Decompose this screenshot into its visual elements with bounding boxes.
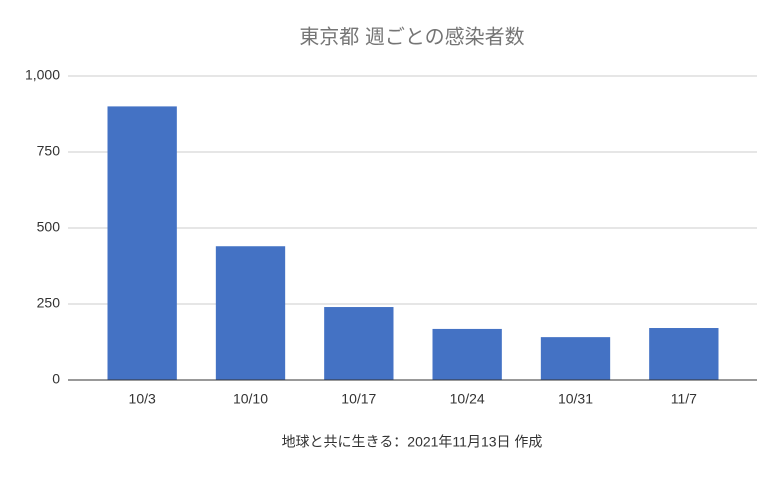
- bar: [649, 328, 719, 380]
- x-axis-label: 地球と共に生きる：2021年11月13日 作成: [282, 434, 543, 450]
- bar: [324, 307, 394, 380]
- y-tick-label: 500: [37, 219, 61, 235]
- bar: [215, 246, 286, 380]
- x-tick-label: 10/10: [233, 391, 268, 407]
- y-tick-label: 750: [37, 143, 61, 159]
- chart-title: 東京都 週ごとの感染者数: [299, 25, 524, 48]
- x-tick-label: 10/31: [558, 391, 593, 407]
- x-tick-label: 10/17: [341, 391, 376, 407]
- bar: [540, 337, 611, 380]
- bar: [107, 106, 177, 381]
- x-tick-label: 10/3: [129, 391, 156, 407]
- y-tick-label: 0: [52, 371, 60, 387]
- y-tick-label: 250: [37, 295, 61, 311]
- x-tick-label: 11/7: [671, 391, 697, 407]
- x-tick-label: 10/24: [450, 391, 485, 407]
- y-tick-label: 1,000: [25, 67, 60, 83]
- bar: [432, 328, 502, 380]
